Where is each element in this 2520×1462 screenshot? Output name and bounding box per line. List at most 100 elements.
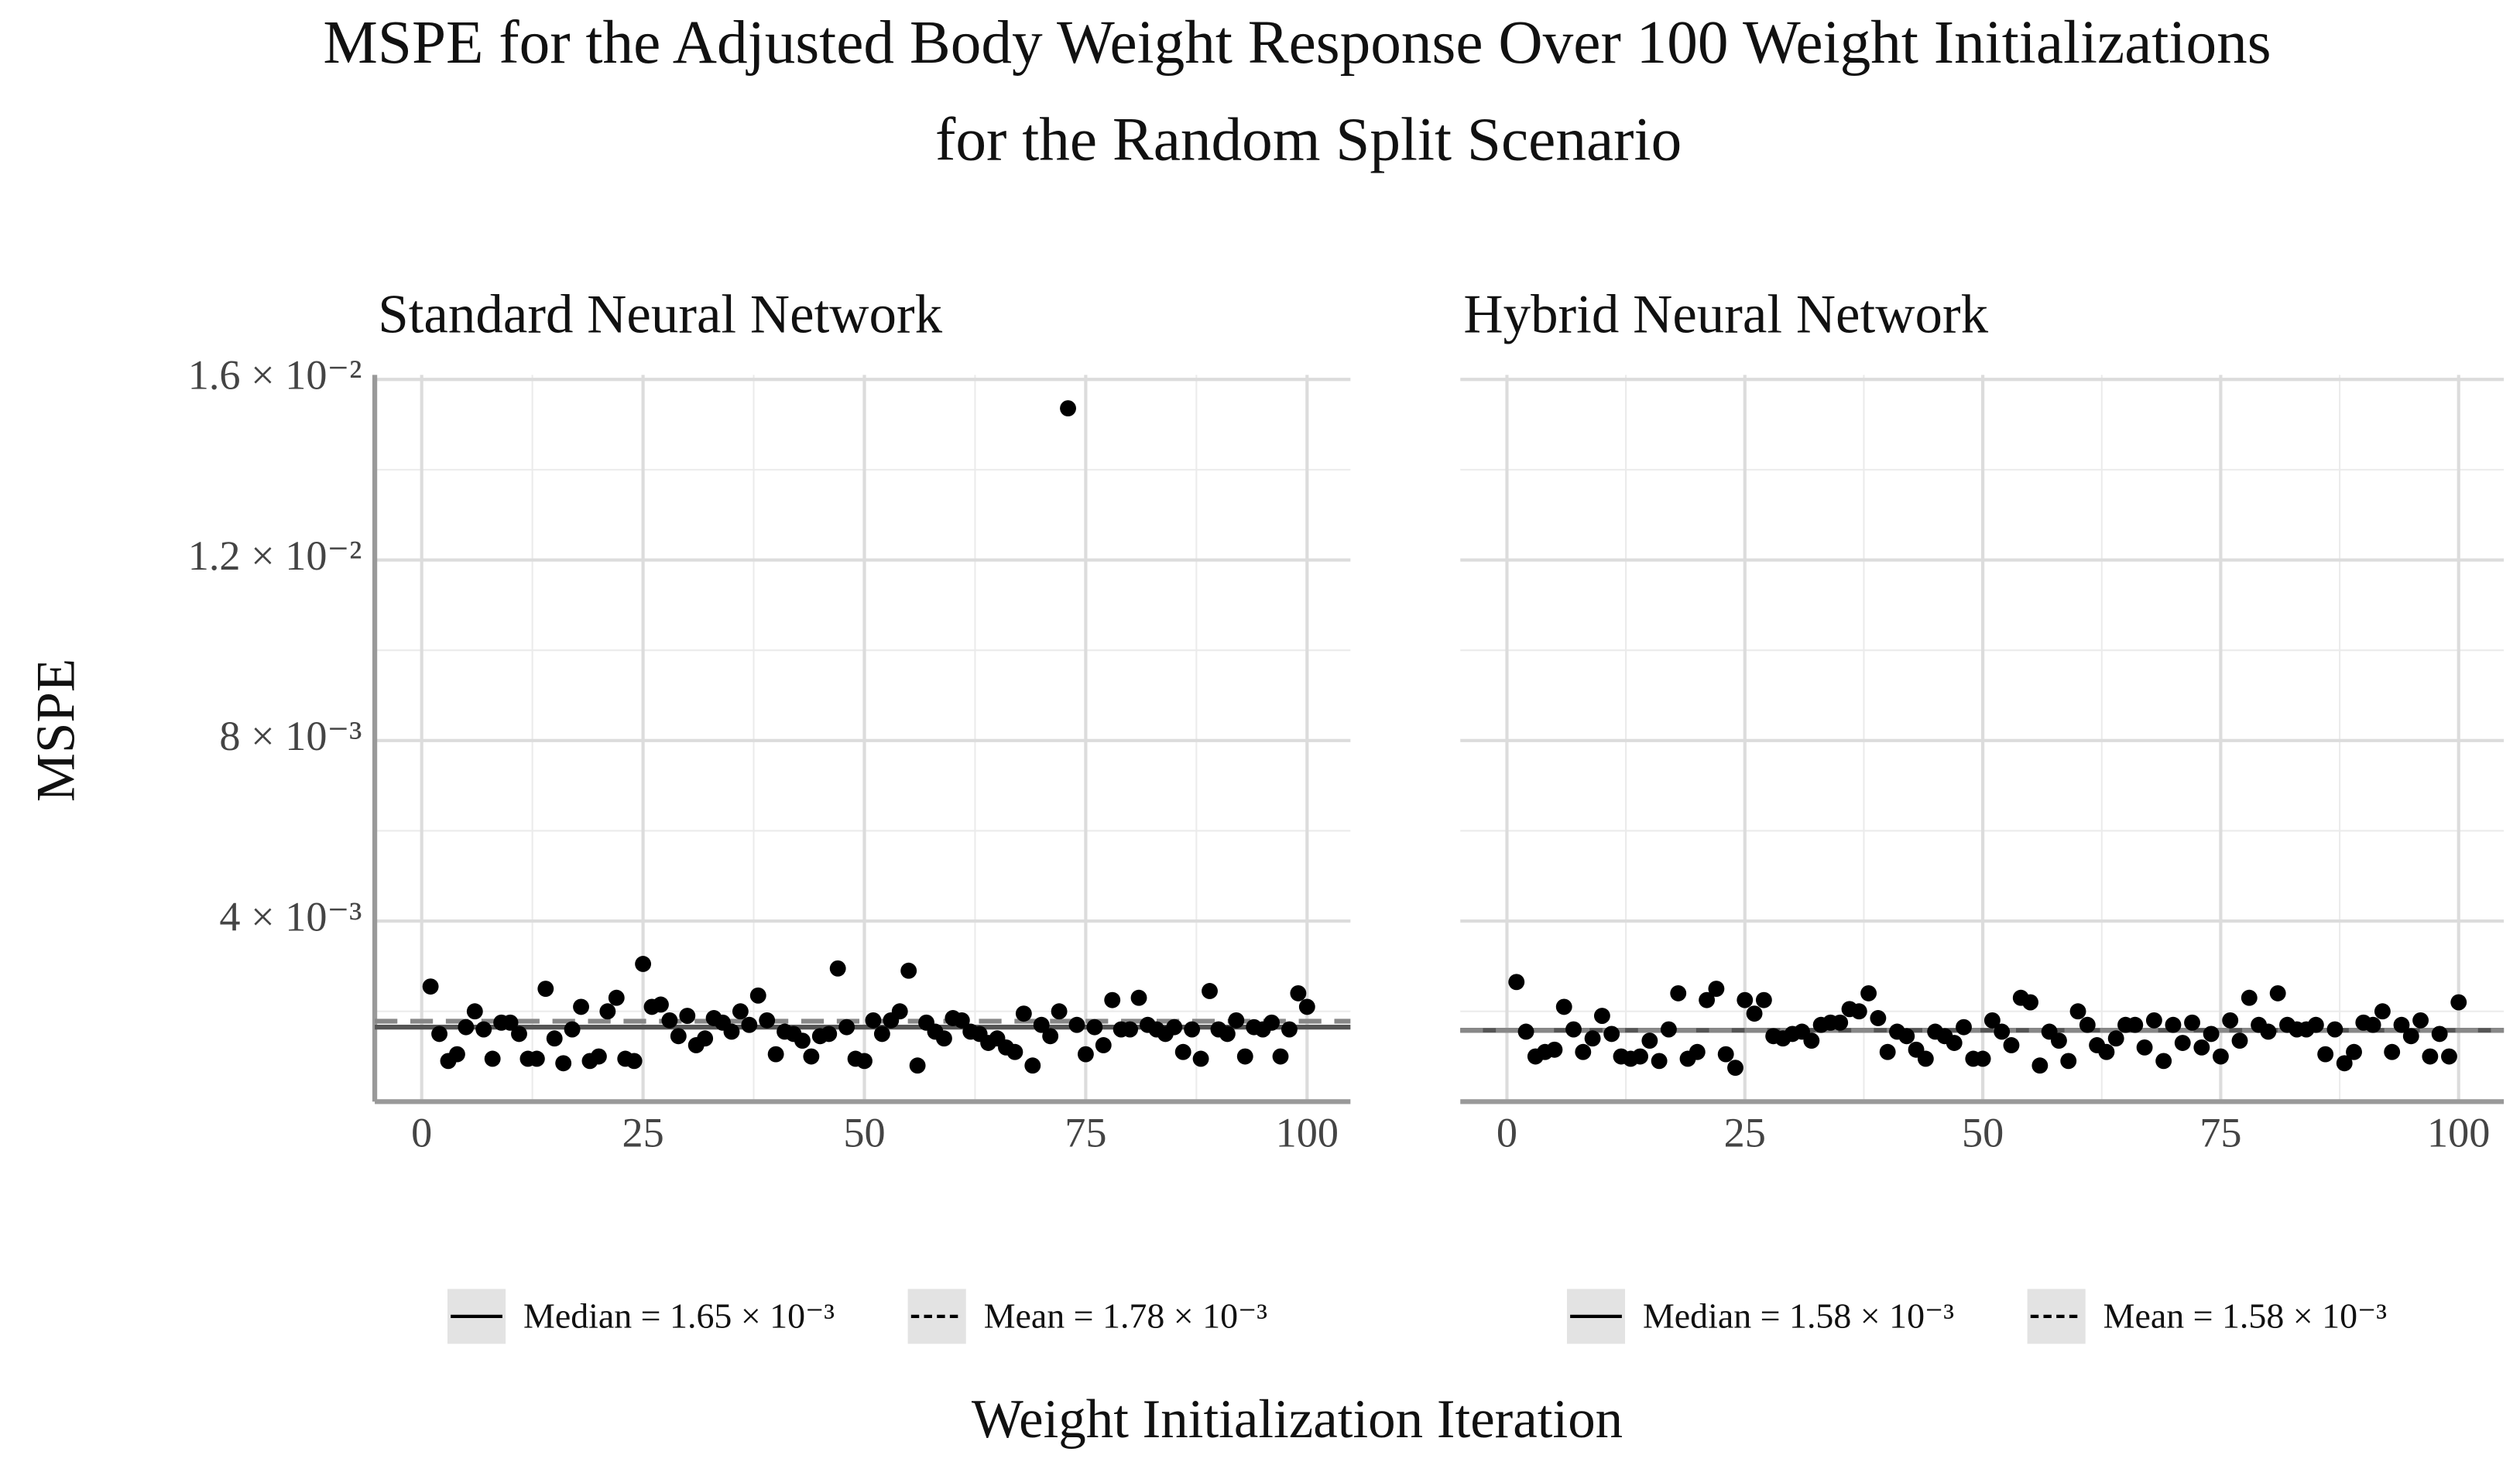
point — [1086, 1019, 1103, 1036]
point — [449, 1046, 465, 1063]
point — [2069, 1003, 2086, 1020]
point — [1060, 400, 1076, 417]
point — [2269, 984, 2286, 1001]
x-tick-label: 0 — [411, 1110, 432, 1156]
point — [2422, 1048, 2439, 1065]
x-axis-label: Weight Initialization Iteration — [972, 1389, 1623, 1450]
point — [2079, 1016, 2096, 1033]
point — [821, 1025, 838, 1043]
x-tick-label: 50 — [843, 1110, 885, 1156]
point — [1699, 991, 1716, 1008]
point — [1006, 1043, 1023, 1060]
point — [1956, 1019, 1972, 1036]
point — [856, 1053, 873, 1070]
point — [1898, 1028, 1915, 1045]
point — [723, 1023, 740, 1040]
point — [1974, 1050, 1991, 1067]
chart-title: MSPE for the Adjusted Body Weight Respon… — [323, 9, 2271, 77]
x-tick-label: 100 — [1276, 1110, 1339, 1156]
point — [2364, 1016, 2381, 1033]
point — [1015, 1005, 1032, 1022]
point — [1746, 1005, 1763, 1022]
point — [564, 1021, 581, 1038]
point — [2098, 1043, 2115, 1060]
point — [2193, 1039, 2210, 1056]
point — [635, 956, 652, 972]
y-tick-label: 4 × 10⁻³ — [219, 894, 362, 940]
point — [1051, 1003, 1068, 1020]
point — [546, 1030, 563, 1047]
point — [555, 1055, 572, 1072]
point — [1228, 1012, 1245, 1029]
point — [653, 996, 669, 1013]
point — [2402, 1028, 2419, 1045]
point — [2412, 1012, 2429, 1029]
legend-label: Median = 1.58 × 10⁻³ — [1643, 1296, 1954, 1336]
point — [2346, 1043, 2362, 1060]
point — [2022, 994, 2039, 1011]
point — [1632, 1048, 1648, 1065]
point — [2212, 1048, 2229, 1065]
x-tick-label: 25 — [622, 1110, 663, 1156]
legend-label: Mean = 1.58 × 10⁻³ — [2103, 1296, 2387, 1336]
point — [1689, 1043, 1706, 1060]
point — [511, 1025, 527, 1043]
panel-title: Hybrid Neural Network — [1463, 285, 1988, 345]
point — [1946, 1035, 1963, 1051]
point — [741, 1016, 758, 1033]
point — [2384, 1043, 2401, 1060]
panel-title: Standard Neural Network — [378, 285, 942, 345]
point — [599, 1003, 616, 1020]
point — [590, 1048, 607, 1065]
point — [1068, 1016, 1085, 1033]
point — [1603, 1025, 1620, 1043]
point — [909, 1057, 926, 1074]
point — [1584, 1030, 1601, 1047]
point — [1860, 984, 1877, 1001]
point — [2307, 1016, 2324, 1033]
point — [1727, 1060, 1743, 1077]
point — [1166, 1019, 1183, 1036]
point — [2450, 994, 2467, 1011]
point — [2051, 1032, 2067, 1049]
point — [1870, 1010, 1887, 1026]
point — [2155, 1053, 2172, 1070]
point — [458, 1019, 475, 1036]
point — [1236, 1048, 1253, 1065]
point — [1641, 1032, 1658, 1049]
point — [2441, 1048, 2457, 1065]
point — [1555, 998, 1572, 1015]
point — [661, 1012, 678, 1029]
point — [1263, 1014, 1280, 1031]
point — [528, 1050, 545, 1067]
point — [1708, 981, 1725, 997]
point — [1219, 1025, 1236, 1043]
point — [679, 1008, 696, 1024]
point — [1717, 1046, 1734, 1063]
point — [2222, 1012, 2239, 1029]
point — [697, 1030, 714, 1047]
point — [2127, 1016, 2144, 1033]
point — [670, 1028, 687, 1045]
point — [865, 1012, 882, 1029]
point — [838, 1019, 855, 1036]
point — [2184, 1014, 2200, 1031]
point — [2326, 1021, 2343, 1038]
point — [794, 1032, 811, 1049]
point — [1174, 1043, 1191, 1060]
point — [1575, 1043, 1592, 1060]
point — [2060, 1053, 2077, 1070]
point — [1184, 1021, 1201, 1038]
chart-title: for the Random Split Scenario — [935, 105, 1682, 173]
point — [537, 981, 554, 997]
point — [1298, 998, 1315, 1015]
point — [431, 1025, 447, 1043]
point — [1983, 1012, 2001, 1029]
point — [1042, 1028, 1059, 1045]
point — [2203, 1025, 2220, 1043]
point — [1508, 974, 1525, 991]
y-tick-label: 8 × 10⁻³ — [219, 713, 362, 759]
point — [1104, 991, 1121, 1008]
point — [475, 1021, 492, 1038]
